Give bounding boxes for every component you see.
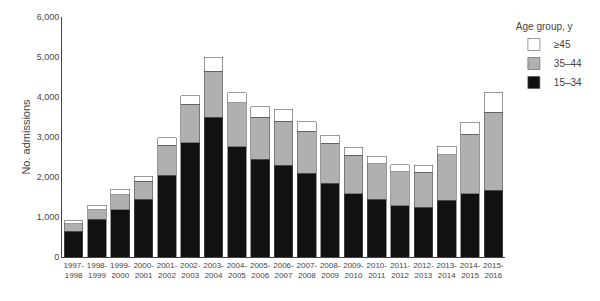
svg-text:2003-2004: 2003-2004: [203, 261, 224, 280]
svg-text:0: 0: [54, 252, 59, 262]
svg-text:2007-2008: 2007-2008: [297, 261, 318, 280]
svg-text:2008-2009: 2008-2009: [320, 261, 341, 280]
svg-text:1,000: 1,000: [37, 212, 60, 222]
svg-text:2013-2014: 2013-2014: [436, 261, 457, 280]
svg-text:2010-2011: 2010-2011: [367, 261, 388, 280]
svg-text:2005-2006: 2005-2006: [250, 261, 271, 280]
svg-text:15–34: 15–34: [554, 77, 582, 88]
svg-text:2,000: 2,000: [37, 172, 60, 182]
svg-text:3,000: 3,000: [37, 132, 60, 142]
svg-text:2015-2016: 2015-2016: [483, 261, 504, 280]
svg-text:1999-2000: 1999-2000: [110, 261, 131, 280]
svg-text:No. admissions: No. admissions: [20, 99, 32, 175]
svg-text:Age group, y: Age group, y: [516, 21, 573, 32]
svg-text:≥45: ≥45: [554, 39, 571, 50]
svg-text:2006-2007: 2006-2007: [273, 261, 294, 280]
svg-text:2001-2002: 2001-2002: [157, 261, 178, 280]
svg-text:1997-1998: 1997-1998: [63, 261, 84, 280]
svg-text:35–44: 35–44: [554, 58, 582, 69]
svg-text:2012-2013: 2012-2013: [413, 261, 434, 280]
svg-text:2004-2005: 2004-2005: [227, 261, 248, 280]
svg-text:6,000: 6,000: [37, 12, 60, 22]
svg-text:2011-2012: 2011-2012: [390, 261, 410, 280]
svg-text:2002-2003: 2002-2003: [180, 261, 201, 280]
svg-text:2009-2010: 2009-2010: [343, 261, 364, 280]
svg-text:2000-2001: 2000-2001: [133, 261, 154, 280]
svg-text:5,000: 5,000: [37, 52, 60, 62]
svg-text:1998-1999: 1998-1999: [87, 261, 108, 280]
svg-text:4,000: 4,000: [37, 92, 60, 102]
svg-text:2014-2015: 2014-2015: [460, 261, 481, 280]
